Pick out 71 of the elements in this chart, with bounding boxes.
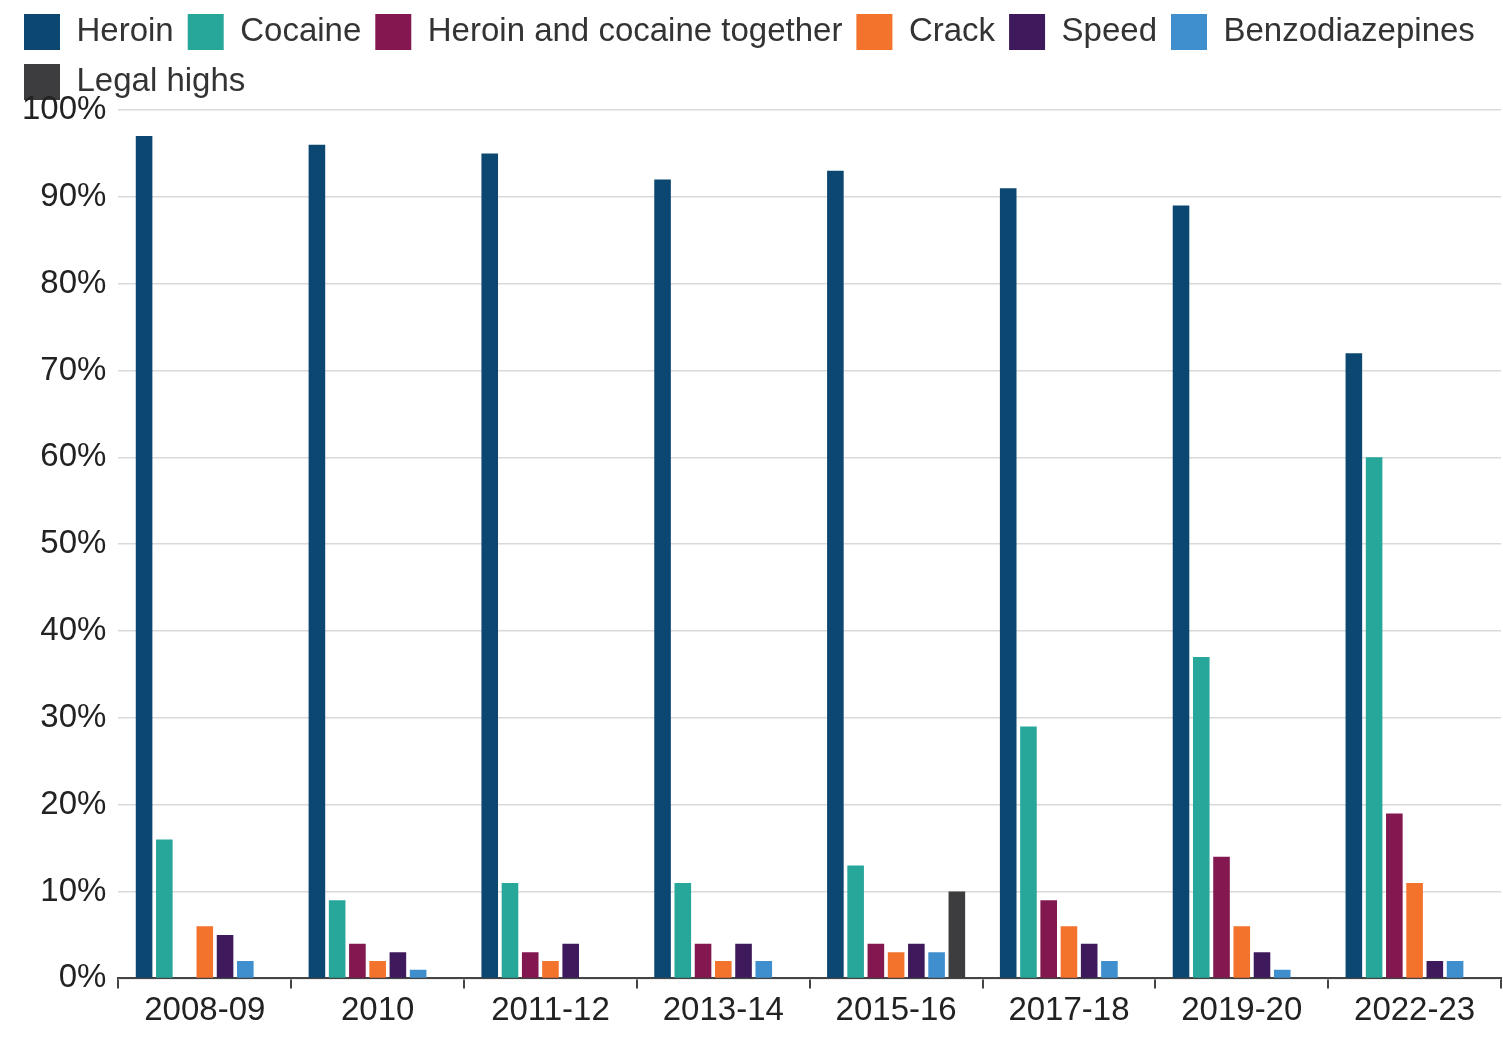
legend-label: Cocaine <box>240 11 362 49</box>
legend-label: Heroin and cocaine together <box>427 11 843 49</box>
bar <box>827 170 844 978</box>
bar <box>1040 900 1057 978</box>
bar <box>1101 961 1118 978</box>
bar <box>237 961 254 978</box>
bar <box>1080 943 1098 978</box>
y-tick-label: 0% <box>58 957 107 995</box>
bar <box>389 952 407 978</box>
x-tick-label: 2008-09 <box>144 990 266 1028</box>
x-tick-label: 2010 <box>340 990 415 1028</box>
bar <box>867 943 885 978</box>
bar <box>999 188 1017 978</box>
bar <box>1233 926 1251 978</box>
bar <box>369 961 386 978</box>
bar <box>1020 726 1037 978</box>
bar <box>481 153 499 978</box>
bar <box>755 961 773 978</box>
y-tick-label: 90% <box>40 175 107 213</box>
bar <box>847 865 864 978</box>
bar <box>714 961 732 978</box>
bar <box>735 943 752 978</box>
bar <box>1386 813 1403 978</box>
y-tick-label: 10% <box>40 870 107 908</box>
bar <box>1406 882 1423 978</box>
bar <box>654 179 671 978</box>
x-tick-label: 2019-20 <box>1181 990 1303 1028</box>
y-tick-label: 40% <box>40 610 107 648</box>
bar <box>542 961 559 978</box>
bar <box>216 934 234 978</box>
bar <box>308 144 326 978</box>
bar <box>1060 926 1078 978</box>
bar <box>1446 961 1464 978</box>
bar <box>156 839 173 978</box>
x-tick-label: 2015-16 <box>835 990 957 1028</box>
legend-label: Benzodiazepines <box>1223 11 1475 49</box>
bar <box>1253 952 1271 978</box>
y-tick-label: 20% <box>40 783 107 821</box>
bar <box>1192 657 1210 978</box>
legend-label: Crack <box>908 11 996 49</box>
bar <box>501 882 519 978</box>
bar <box>1365 457 1383 978</box>
bar <box>409 969 427 978</box>
x-tick-label: 2013-14 <box>662 990 784 1028</box>
bar <box>887 952 905 978</box>
y-tick-label: 80% <box>40 262 107 300</box>
y-tick-label: 50% <box>40 523 107 561</box>
x-tick-label: 2022-23 <box>1354 990 1476 1028</box>
legend-label: Speed <box>1061 11 1158 49</box>
bar <box>928 952 945 978</box>
bar <box>1273 969 1291 978</box>
bar <box>196 926 214 978</box>
x-tick-label: 2017-18 <box>1008 990 1130 1028</box>
y-tick-label: 70% <box>40 349 107 387</box>
y-tick-label: 30% <box>40 696 107 734</box>
bar <box>694 943 712 978</box>
bar <box>1213 856 1230 978</box>
bar <box>674 882 692 978</box>
bar <box>135 136 153 978</box>
bar <box>908 943 925 978</box>
x-tick-label: 2011-12 <box>491 990 610 1028</box>
y-tick-label: 60% <box>40 436 107 474</box>
legend-label: Legal highs <box>76 61 246 99</box>
bar <box>328 900 346 978</box>
legend-label: Heroin <box>76 11 174 49</box>
bar <box>562 943 580 978</box>
bar <box>1426 961 1444 978</box>
bar <box>521 952 539 978</box>
bar <box>349 943 366 978</box>
bar <box>1345 353 1363 978</box>
bar <box>1172 205 1190 978</box>
